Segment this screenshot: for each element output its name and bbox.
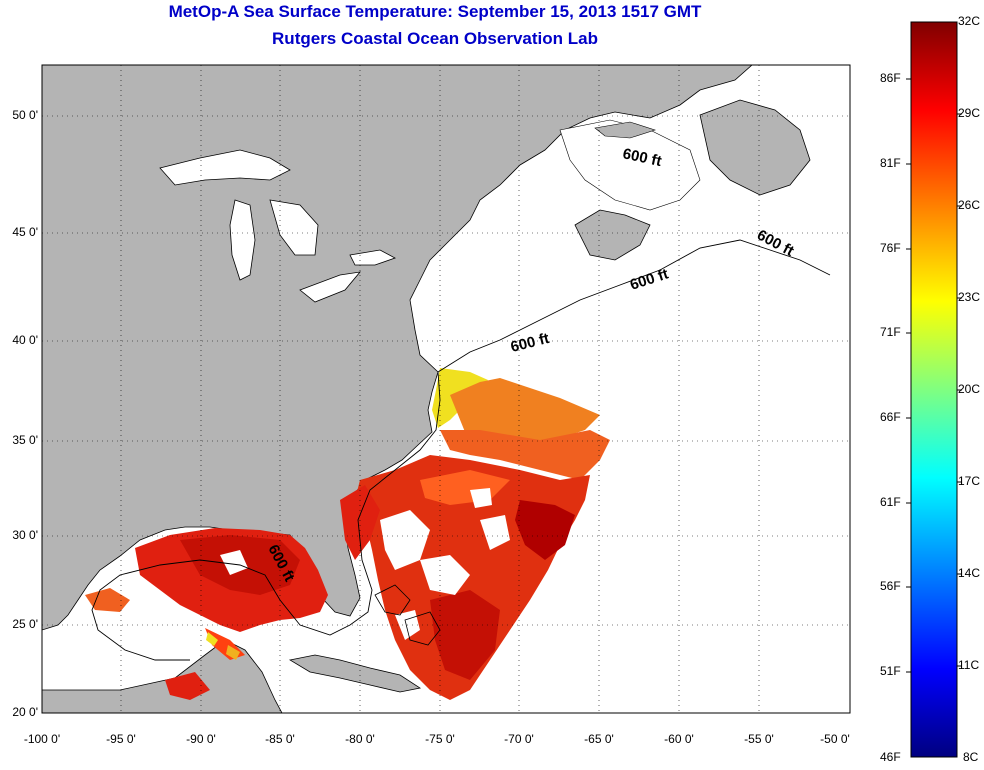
colorbar-ticks xyxy=(906,78,962,673)
map-grid xyxy=(42,65,850,713)
map-title: MetOp-A Sea Surface Temperature: Septemb… xyxy=(168,2,702,21)
nova-scotia-land xyxy=(574,209,651,261)
x-tick-label: -90 0' xyxy=(186,732,216,746)
colorbar-f-label: 76F xyxy=(880,241,901,255)
colorbar-c-label: 20C xyxy=(958,382,981,396)
bahamas-banks xyxy=(374,584,441,646)
colorbar-c-label: 23C xyxy=(958,290,981,304)
colorbar-c-label: 17C xyxy=(958,474,981,488)
x-tick-label: -60 0' xyxy=(664,732,694,746)
colorbar-c-label: 8C xyxy=(963,750,979,764)
colorbar-f-label: 61F xyxy=(880,495,901,509)
x-tick-label: -65 0' xyxy=(584,732,614,746)
colorbar-f-label: 86F xyxy=(880,71,901,85)
x-tick-label: -100 0' xyxy=(23,732,61,746)
colorbar-c-label: 32C xyxy=(958,14,981,28)
map-subtitle: Rutgers Coastal Ocean Observation Lab xyxy=(272,29,598,48)
x-tick-label: -80 0' xyxy=(345,732,375,746)
depth-contour-600ft xyxy=(91,239,831,661)
x-tick-label: -55 0' xyxy=(744,732,774,746)
y-tick-label: 40 0' xyxy=(12,333,38,347)
x-tick-label: -70 0' xyxy=(504,732,534,746)
y-tick-label: 45 0' xyxy=(12,225,38,239)
colorbar-f-label: 51F xyxy=(880,664,901,678)
cuba-land xyxy=(288,654,422,693)
colorbar-f-label: 81F xyxy=(880,156,901,170)
anticosti-island xyxy=(594,121,656,139)
map-frame xyxy=(41,64,851,714)
x-tick-label: -50 0' xyxy=(820,732,850,746)
colorbar-f-label: 71F xyxy=(880,325,901,339)
y-tick-label: 50 0' xyxy=(12,108,38,122)
colorbar-f-label: 46F xyxy=(880,750,901,764)
x-tick-label: -75 0' xyxy=(425,732,455,746)
x-tick-label: -95 0' xyxy=(106,732,136,746)
colorbar-c-label: 26C xyxy=(958,198,981,212)
yucatan-land xyxy=(42,639,283,713)
y-tick-label: 30 0' xyxy=(12,528,38,542)
y-tick-label: 25 0' xyxy=(12,617,38,631)
colorbar-c-label: 11C xyxy=(958,658,980,672)
colorbar-c-label: 14C xyxy=(958,566,981,580)
colorbar-f-label: 66F xyxy=(880,410,901,424)
x-tick-label: -85 0' xyxy=(265,732,295,746)
lake-michigan xyxy=(229,199,256,281)
colorbar xyxy=(910,21,958,758)
colorbar-c-label: 29C xyxy=(958,106,981,120)
y-tick-label: 20 0' xyxy=(12,705,38,719)
north-america-land xyxy=(42,65,753,631)
lake-erie xyxy=(299,271,361,303)
cloud-gaps xyxy=(220,488,510,640)
y-tick-label: 35 0' xyxy=(12,433,38,447)
newfoundland-land xyxy=(699,99,811,196)
lake-ontario xyxy=(349,249,396,266)
colorbar-f-label: 56F xyxy=(880,579,901,593)
